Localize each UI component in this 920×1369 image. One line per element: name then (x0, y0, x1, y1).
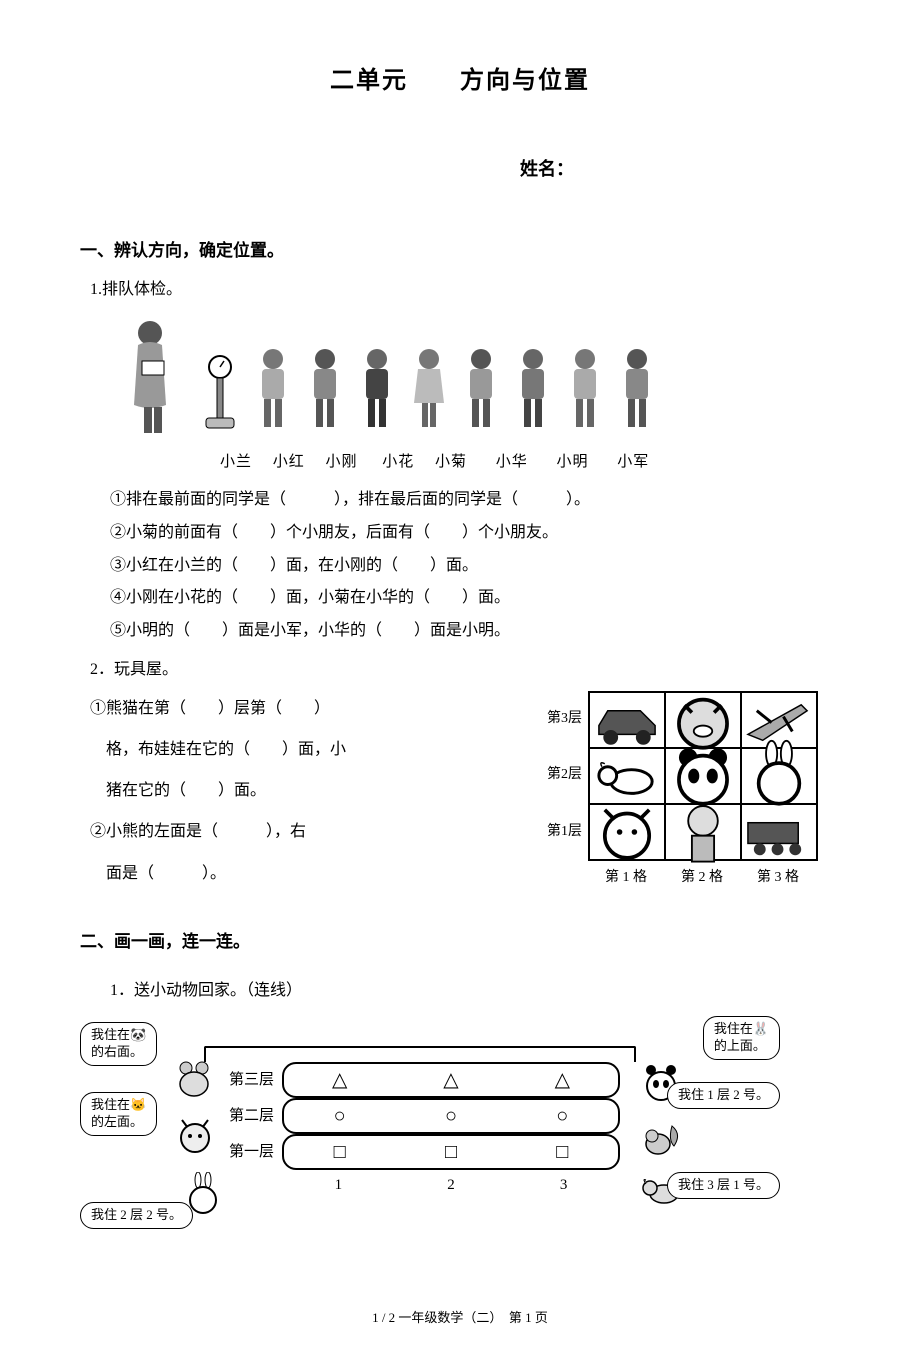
toy-cell-doll-icon (666, 805, 742, 859)
s2-q1-label: 1．送小动物回家。（连线） (110, 977, 840, 1006)
q1-line: ④小刚在小花的（ ）面，小菊在小华的（ ）面。 (110, 584, 840, 613)
q1-label: 1.排队体检。 (90, 276, 840, 305)
cell-shape: ○ (395, 1100, 506, 1132)
squirrel-icon (638, 1116, 684, 1162)
q2-line: ②小熊的左面是（ ），右 (90, 814, 520, 849)
q1-questions: ①排在最前面的同学是（ ），排在最后面的同学是（ ）。 ②小菊的前面有（ ）个小… (110, 486, 840, 646)
q2-line: 猪在它的（ ）面。 (106, 773, 520, 808)
q2-line: 格，布娃娃在它的（ ）面，小 (106, 732, 520, 767)
toy-row-label: 第2层 (540, 762, 588, 787)
cell-shape: △ (284, 1064, 395, 1096)
toy-col-label: 第 2 格 (664, 865, 740, 890)
col-num: 3 (507, 1172, 620, 1199)
mouse-icon (172, 1056, 218, 1102)
q2-text: ①熊猫在第（ ）层第（ ） 格，布娃娃在它的（ ）面，小 猪在它的（ ）面。 ②… (90, 691, 520, 897)
page-title: 二单元 方向与位置 (80, 60, 840, 103)
kid-icon (406, 345, 452, 433)
bubble-top-left: 我住在🐼的右面。 (80, 1022, 157, 1066)
floor-label: 第三层 (220, 1067, 274, 1094)
kid-icon (354, 345, 400, 433)
kid-name: 小华 (496, 449, 552, 476)
floor-label: 第一层 (220, 1139, 274, 1166)
q1-line: ②小菊的前面有（ ）个小朋友，后面有（ ）个小朋友。 (110, 519, 840, 548)
kid-name: 小明 (557, 449, 613, 476)
kid-name: 小花 (382, 449, 430, 476)
kid-name: 小兰 (220, 449, 268, 476)
section1-heading: 一、辨认方向，确定位置。 (80, 236, 840, 267)
toy-col-label: 第 1 格 (588, 865, 664, 890)
q1-line: ⑤小明的（ ）面是小军，小华的（ ）面是小明。 (110, 617, 840, 646)
toy-row-label: 第1层 (540, 819, 588, 844)
toy-row-label: 第3层 (540, 706, 588, 731)
cell-shape: ○ (507, 1100, 618, 1132)
col-num: 1 (282, 1172, 395, 1199)
toy-grid: 第1层 第2层 第3层 (540, 691, 840, 890)
bubble-top-right: 我住在🐰的上面。 (703, 1016, 780, 1060)
kid-icon (302, 345, 348, 433)
kid-icon (250, 345, 296, 433)
kid-icon (562, 345, 608, 433)
kid-name: 小刚 (326, 449, 378, 476)
floor-label: 第二层 (220, 1103, 274, 1130)
cat-icon (172, 1112, 218, 1158)
toy-cell-train-icon (742, 805, 818, 859)
teacher-icon (120, 315, 190, 435)
bubble-mid-right: 我住 1 层 2 号。 (667, 1082, 780, 1109)
bubble-mid-left: 我住在🐱的左面。 (80, 1092, 157, 1136)
name-field-label: 姓名： (520, 153, 840, 185)
q1-line: ①排在最前面的同学是（ ），排在最后面的同学是（ ）。 (110, 486, 840, 515)
kid-icon (614, 345, 660, 433)
q1-line: ③小红在小兰的（ ）面，在小刚的（ ）面。 (110, 552, 840, 581)
kids-row (250, 345, 660, 433)
connect-diagram: 我住在🐼的右面。 我住在🐱的左面。 我住 2 层 2 号。 我住在🐰的上面。 我… (80, 1016, 780, 1236)
col-num: 2 (395, 1172, 508, 1199)
building: 第一层 □ □ □ 第二层 ○ ○ ○ 第三层 △ △ (220, 1046, 620, 1199)
toy-cell-cat-icon (590, 805, 666, 859)
kid-icon (458, 345, 504, 433)
toy-col-label: 第 3 格 (740, 865, 816, 890)
kids-names-row: 小兰 小红 小刚 小花 小菊 小华 小明 小军 (220, 449, 840, 476)
queue-illustration (120, 315, 680, 445)
scale-icon (200, 355, 240, 435)
q2-line: ①熊猫在第（ ）层第（ ） (90, 691, 520, 726)
cell-shape: □ (284, 1136, 395, 1168)
toy-cell-car-icon (590, 693, 666, 747)
kid-icon (510, 345, 556, 433)
cell-shape: △ (507, 1064, 618, 1096)
bubble-bot-left: 我住 2 层 2 号。 (80, 1202, 193, 1229)
toy-cell-rabbit-icon (742, 749, 818, 803)
kid-name: 小菊 (435, 449, 491, 476)
cell-shape: △ (395, 1064, 506, 1096)
section2-heading: 二、画一画，连一连。 (80, 927, 840, 958)
cell-shape: □ (395, 1136, 506, 1168)
kid-name: 小红 (273, 449, 321, 476)
page-footer: 1 / 2 一年级数学（二） 第 1 页 (80, 1306, 840, 1329)
cell-shape: ○ (284, 1100, 395, 1132)
q2-line: 面是（ ）。 (106, 856, 520, 891)
cell-shape: □ (507, 1136, 618, 1168)
q2-label: 2．玩具屋。 (90, 656, 840, 685)
kid-name: 小军 (617, 449, 665, 476)
bubble-bot-right: 我住 3 层 1 号。 (667, 1172, 780, 1199)
